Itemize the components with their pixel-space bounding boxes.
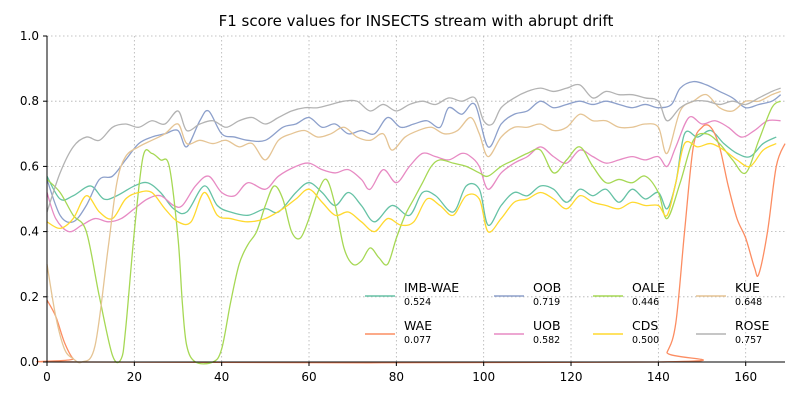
legend-score: 0.582 bbox=[533, 335, 560, 346]
series-line-rose bbox=[46, 83, 781, 213]
legend-label: IMB-WAE bbox=[404, 280, 459, 295]
legend-item-cds: CDS 0.500 bbox=[593, 318, 659, 346]
legend-label: ROSE bbox=[735, 318, 769, 333]
x-tick-label: 0 bbox=[43, 370, 51, 384]
y-tick-label: 0.2 bbox=[20, 290, 39, 304]
y-axis: 0.0 0.2 0.4 0.6 0.8 1.0 bbox=[20, 29, 47, 369]
x-tick-label: 40 bbox=[214, 370, 229, 384]
legend-item-uob: UOB 0.582 bbox=[494, 318, 561, 346]
y-tick-label: 0.6 bbox=[20, 159, 39, 173]
legend: IMB-WAE 0.524 WAE 0.077 OOB 0.719 UOB 0.582 OALE… bbox=[365, 280, 769, 346]
series-line-oale bbox=[46, 100, 782, 365]
legend-label: OOB bbox=[533, 280, 561, 295]
legend-score: 0.077 bbox=[404, 335, 431, 346]
x-tick-label: 160 bbox=[734, 370, 757, 384]
x-axis: 0 20 40 60 80 100 120 140 160 bbox=[43, 362, 757, 384]
legend-score: 0.719 bbox=[533, 297, 560, 308]
legend-item-oale: OALE 0.446 bbox=[593, 280, 665, 308]
legend-score: 0.500 bbox=[632, 335, 659, 346]
legend-score: 0.757 bbox=[735, 335, 762, 346]
x-tick-label: 60 bbox=[301, 370, 316, 384]
x-tick-label: 100 bbox=[472, 370, 495, 384]
legend-label: CDS bbox=[632, 318, 658, 333]
series-line-uob bbox=[46, 116, 781, 233]
legend-score: 0.446 bbox=[632, 297, 659, 308]
legend-item-imb-wae: IMB-WAE 0.524 bbox=[365, 280, 459, 308]
x-tick-label: 140 bbox=[647, 370, 670, 384]
legend-item-oob: OOB 0.719 bbox=[494, 280, 561, 308]
x-tick-label: 20 bbox=[127, 370, 142, 384]
legend-label: WAE bbox=[404, 318, 432, 333]
x-tick-label: 120 bbox=[560, 370, 583, 384]
y-tick-label: 1.0 bbox=[20, 29, 39, 43]
legend-label: UOB bbox=[533, 318, 561, 333]
series-line-imb-wae bbox=[46, 129, 777, 226]
legend-label: OALE bbox=[632, 280, 665, 295]
legend-label: KUE bbox=[735, 280, 760, 295]
legend-item-wae: WAE 0.077 bbox=[365, 318, 432, 346]
series-line-oob bbox=[46, 80, 782, 224]
axes bbox=[46, 36, 785, 363]
series-line-wae bbox=[36, 124, 786, 364]
series-line-cds bbox=[46, 140, 777, 233]
series-line-kue bbox=[46, 90, 781, 364]
y-tick-label: 0.0 bbox=[20, 355, 39, 369]
y-tick-label: 0.8 bbox=[20, 94, 39, 108]
x-tick-label: 80 bbox=[389, 370, 404, 384]
legend-score: 0.648 bbox=[735, 297, 762, 308]
chart-title: F1 score values for INSECTS stream with … bbox=[219, 12, 614, 30]
legend-item-kue: KUE 0.648 bbox=[696, 280, 762, 308]
legend-item-rose: ROSE 0.757 bbox=[696, 318, 769, 346]
y-tick-label: 0.4 bbox=[20, 225, 39, 239]
series-lines bbox=[36, 80, 786, 365]
legend-score: 0.524 bbox=[404, 297, 431, 308]
